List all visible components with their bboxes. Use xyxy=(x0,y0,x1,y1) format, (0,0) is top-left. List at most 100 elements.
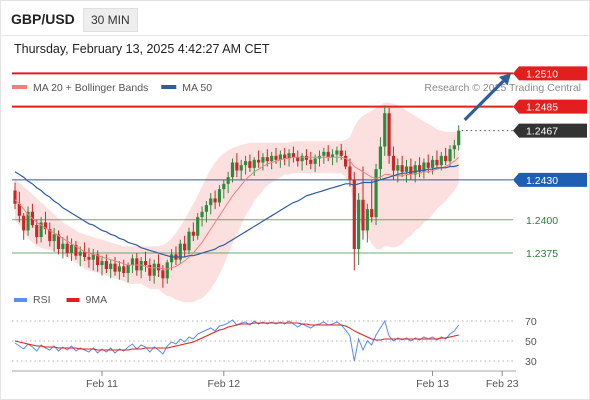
candle-10 xyxy=(56,230,61,255)
candle-99 xyxy=(444,147,448,166)
legend-label-0: MA 20 + Bollinger Bands xyxy=(33,82,148,94)
candle-body xyxy=(104,261,108,270)
candle-body xyxy=(39,222,43,238)
candle-body xyxy=(83,251,87,258)
resistance-tag-0: 1.2510 xyxy=(513,66,587,81)
candle-68 xyxy=(309,151,313,170)
candle-body xyxy=(152,263,156,276)
candle-body xyxy=(13,190,17,204)
candle-body xyxy=(248,161,252,168)
price-tags: 1.2510 1.2485 1.2467 1.2430 1.2400 1.2375 xyxy=(513,66,587,260)
candle-body xyxy=(56,234,61,250)
indicator-legend: MA 20 + Bollinger Bands MA 50 Research © 2… xyxy=(12,82,581,94)
candle-2 xyxy=(22,213,26,240)
candle-body xyxy=(100,261,104,266)
x-tick-label-0: Feb 11 xyxy=(86,378,118,390)
legend-swatch-0 xyxy=(12,85,27,89)
candle-body xyxy=(378,146,382,170)
candle-body xyxy=(417,165,422,172)
candle-body xyxy=(26,211,30,231)
copyright-note: Research © 2025 Trading Central xyxy=(424,82,581,94)
candle-71 xyxy=(322,147,326,164)
candle-56 xyxy=(257,150,261,168)
header-bar: GBP/USD 30 MIN xyxy=(1,1,589,36)
price-tag-box xyxy=(513,99,587,114)
candle-100 xyxy=(448,145,452,167)
candle-59 xyxy=(270,151,274,170)
price-tag-label: 1.2485 xyxy=(526,102,558,114)
x-tick-label-3: Feb 23 xyxy=(486,378,519,390)
candle-body xyxy=(409,166,413,175)
candle-30 xyxy=(143,251,148,272)
candle-101 xyxy=(452,139,456,159)
candle-72 xyxy=(326,145,330,162)
candle-body xyxy=(326,151,330,158)
candle-47 xyxy=(217,185,222,207)
candle-body xyxy=(91,254,95,260)
candle-45 xyxy=(209,193,213,215)
candle-19 xyxy=(96,250,100,272)
candle-26 xyxy=(126,262,130,283)
candle-97 xyxy=(435,150,439,170)
candle-25 xyxy=(122,259,126,278)
candle-body xyxy=(335,150,339,155)
candle-body xyxy=(330,154,335,158)
candle-body xyxy=(109,263,113,270)
candle-102 xyxy=(457,125,461,151)
candle-body xyxy=(261,157,265,163)
candle-body xyxy=(156,263,161,271)
rsi-line xyxy=(14,319,460,362)
rsi-9ma-line xyxy=(14,322,459,351)
rsi-legend-swatch-0 xyxy=(14,298,27,302)
candle-28 xyxy=(135,253,139,276)
candle-42 xyxy=(196,213,200,240)
price-tag-box xyxy=(513,172,587,187)
candle-87 xyxy=(391,146,396,180)
candle-body xyxy=(422,162,426,172)
candle-body xyxy=(448,149,452,162)
candle-body xyxy=(209,198,213,206)
candle-39 xyxy=(183,235,187,258)
price-tag-label: 1.2510 xyxy=(526,68,558,80)
candle-body xyxy=(291,153,295,158)
candle-body xyxy=(404,166,409,172)
candle-body xyxy=(352,179,356,250)
x-axis: Feb 11 Feb 12 Feb 13 Feb 23 xyxy=(12,370,519,390)
last-price-tag-2: 1.2467 xyxy=(513,123,587,138)
price-tag-label: 1.2430 xyxy=(526,175,558,187)
price-tag-label: 1.2467 xyxy=(526,126,558,138)
candle-body xyxy=(74,245,78,256)
candle-86 xyxy=(387,107,391,164)
timeframe-button[interactable]: 30 MIN xyxy=(83,8,138,32)
ma50-line xyxy=(14,164,459,258)
candle-body xyxy=(239,165,243,171)
resistance-tag-1: 1.2485 xyxy=(513,99,587,114)
candle-0 xyxy=(13,182,17,210)
candle-body xyxy=(374,169,378,218)
candle-body xyxy=(191,231,195,236)
candle-body xyxy=(170,254,174,263)
rsi-legend-label-1: 9MA xyxy=(86,294,108,306)
candle-82 xyxy=(370,179,374,223)
candle-body xyxy=(322,151,326,156)
candle-body xyxy=(143,261,148,266)
candle-91 xyxy=(409,158,413,180)
candle-body xyxy=(444,155,448,162)
candle-body xyxy=(69,245,74,254)
candle-body xyxy=(309,159,313,164)
candle-94 xyxy=(422,158,426,179)
candle-11 xyxy=(61,237,65,259)
candle-body xyxy=(52,234,56,242)
candle-body xyxy=(391,155,396,171)
candle-14 xyxy=(74,241,78,260)
candle-body xyxy=(213,198,217,203)
support-label-5: 1.2375 xyxy=(526,248,558,260)
candle-body xyxy=(296,157,300,162)
candle-49 xyxy=(226,171,230,194)
candle-65 xyxy=(296,150,300,167)
rsi-legend-label-0: RSI xyxy=(33,294,51,306)
price-tag-box xyxy=(513,66,587,81)
candle-body xyxy=(230,162,235,178)
candle-body xyxy=(87,257,91,260)
